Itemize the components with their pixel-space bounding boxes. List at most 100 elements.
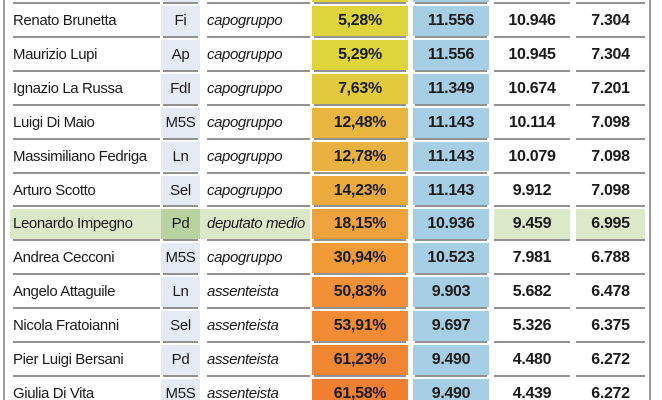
row-separator [163,341,198,343]
role-label: capogruppo [207,45,283,63]
role-label: assenteista [207,384,279,400]
row-separator [207,69,310,72]
value-1: 11.349 [413,73,489,104]
table-row: Nicola Fratoianni Sel assenteista 53,91% 9.6… [0,307,662,341]
table-row: Maurizio Lupi Ap capogruppo 5,29% 11.556 10.9… [0,35,662,70]
table-row: Giulia Di Vita M5S assenteista 61,58% 9.490 4… [0,374,662,400]
row-separator [13,205,160,208]
row-separator [207,307,310,310]
value-3: 6.375 [591,317,630,335]
row-separator [314,171,406,174]
value-2: 5.326 [512,317,552,335]
party-label: Pd [161,345,200,375]
table-right-border [649,0,651,400]
row-separator [576,2,645,4]
row-separator [13,341,160,343]
attendance-pct: 50,83% [312,277,408,308]
attendance-pct: 14,23% [312,175,408,206]
politician-name: Massimiliano Fedriga [13,147,147,165]
row-separator [163,239,198,242]
row-separator [163,137,198,140]
row-separator [314,341,406,343]
row-separator [576,239,645,242]
value-2: 10.114 [508,113,556,131]
role-label: assenteista [207,351,279,368]
politician-name: Luigi Di Maio [13,113,95,131]
row-separator [494,205,570,208]
row-separator [207,2,310,4]
row-separator [314,2,406,4]
row-separator [163,35,198,38]
politician-name: Pier Luigi Bersani [13,351,124,368]
row-separator [207,35,310,38]
row-separator [494,35,570,38]
row-separator [314,137,406,140]
party-label: Sel [161,311,200,341]
politician-name: Leonardo Impegno [13,215,133,233]
table-left-border [3,0,5,400]
row-separator [314,307,406,310]
value-2: 10.674 [508,79,556,97]
row-separator [415,205,487,208]
attendance-pct: 12,78% [312,141,408,172]
value-3: 6.995 [576,209,645,240]
attendance-pct: 53,91% [312,311,408,341]
row-separator [576,341,645,343]
row-separator [13,137,160,140]
politician-name: Renato Brunetta [13,12,117,29]
row-separator [494,2,570,4]
row-separator [13,171,160,174]
attendance-pct: 7,63% [312,73,408,104]
row-separator [576,273,645,276]
value-3: 6.272 [591,351,630,368]
attendance-pct: 5,29% [312,39,408,70]
value-2: 5.682 [512,283,552,301]
row-separator [13,35,160,38]
value-2: 10.945 [508,45,556,63]
row-separator [207,171,310,174]
row-separator [576,171,645,174]
row-separator [207,137,310,140]
row-separator [415,341,487,343]
table-row: Massimiliano Fedriga Ln capogruppo 12,78% 11… [0,137,662,172]
row-separator [163,307,198,310]
highlight-row-background [10,209,310,240]
row-separator [415,273,487,276]
row-separator [576,69,645,72]
role-label: deputato medio [207,215,305,233]
politician-name: Angelo Attaguile [13,283,116,301]
value-3: 7.304 [591,45,630,63]
role-label: assenteista [207,283,279,301]
row-separator [576,307,645,310]
role-label: capogruppo [207,181,283,199]
table-row-partial [0,0,662,2]
value-1: 11.143 [413,141,489,172]
table-row: Pier Luigi Bersani Pd assenteista 61,23% 9.4… [0,341,662,375]
row-separator [314,103,406,106]
value-3: 7.201 [591,79,630,97]
row-separator [314,273,406,276]
row-separator [207,239,310,242]
row-separator [163,205,198,208]
value-1: 9.490 [413,378,489,400]
value-1: 10.936 [413,209,489,240]
party-cell [161,0,200,2]
row-separator [494,341,570,343]
party-label: M5S [161,243,200,274]
row-separator [163,2,198,4]
value-1: 11.143 [413,107,489,138]
table-row: Renato Brunetta Fi capogruppo 5,28% 11.556 10… [0,2,662,36]
row-separator [415,307,487,310]
value-2: 9.459 [494,209,570,240]
politician-name: Ignazio La Russa [13,79,123,97]
party-label: FdI [161,73,200,104]
row-separator [415,2,487,4]
attendance-pct: 61,58% [312,378,408,400]
row-separator [576,103,645,106]
row-separator [576,205,645,208]
row-separator [207,341,310,343]
party-label: M5S [161,107,200,138]
party-label: Sel [161,175,200,206]
party-label: Ln [161,141,200,172]
